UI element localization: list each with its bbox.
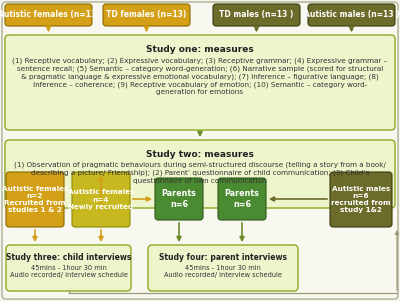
FancyBboxPatch shape [6,172,64,227]
Text: Autistic females
n=4
Newly recruited: Autistic females n=4 Newly recruited [68,189,134,210]
FancyBboxPatch shape [213,4,300,26]
Text: Parents
n=6: Parents n=6 [162,189,196,209]
Text: 45mins - 1hour 30 min
Audio recorded/ interview schedule: 45mins - 1hour 30 min Audio recorded/ in… [164,265,282,278]
Text: Study one: measures: Study one: measures [146,45,254,54]
FancyBboxPatch shape [5,140,395,208]
FancyBboxPatch shape [218,178,266,220]
FancyBboxPatch shape [155,178,203,220]
Text: TD females (n=13): TD females (n=13) [106,11,187,20]
FancyBboxPatch shape [5,4,92,26]
Text: TD males (n=13 ): TD males (n=13 ) [219,11,294,20]
Text: Autistic females
n=2
Recruited from
studies 1 & 2: Autistic females n=2 Recruited from stud… [2,186,68,213]
Text: Study two: measures: Study two: measures [146,150,254,159]
Text: 45mins - 1hour 30 min
Audio recorded/ interview schedule: 45mins - 1hour 30 min Audio recorded/ in… [10,265,128,278]
FancyBboxPatch shape [72,172,130,227]
FancyBboxPatch shape [5,35,395,130]
FancyBboxPatch shape [308,4,395,26]
Text: Autistic males
n=6
recruited from
study 1&2: Autistic males n=6 recruited from study … [331,186,391,213]
Text: Parents
n=6: Parents n=6 [224,189,260,209]
Text: (1) Receptive vocabulary; (2) Expressive vocabulary; (3) Receptive grammar; (4) : (1) Receptive vocabulary; (2) Expressive… [12,57,388,95]
Text: (1) Observation of pragmatic behaviours during semi-structured discourse (tellin: (1) Observation of pragmatic behaviours … [14,162,386,184]
Text: Autistic females (n=13): Autistic females (n=13) [0,11,99,20]
FancyBboxPatch shape [6,245,131,291]
FancyBboxPatch shape [330,172,392,227]
FancyBboxPatch shape [103,4,190,26]
Text: Autistic males (n=13 ): Autistic males (n=13 ) [304,11,399,20]
Text: Study three: child interviews: Study three: child interviews [6,253,131,262]
FancyBboxPatch shape [148,245,298,291]
FancyBboxPatch shape [2,2,398,299]
Text: Study four: parent interviews: Study four: parent interviews [159,253,287,262]
